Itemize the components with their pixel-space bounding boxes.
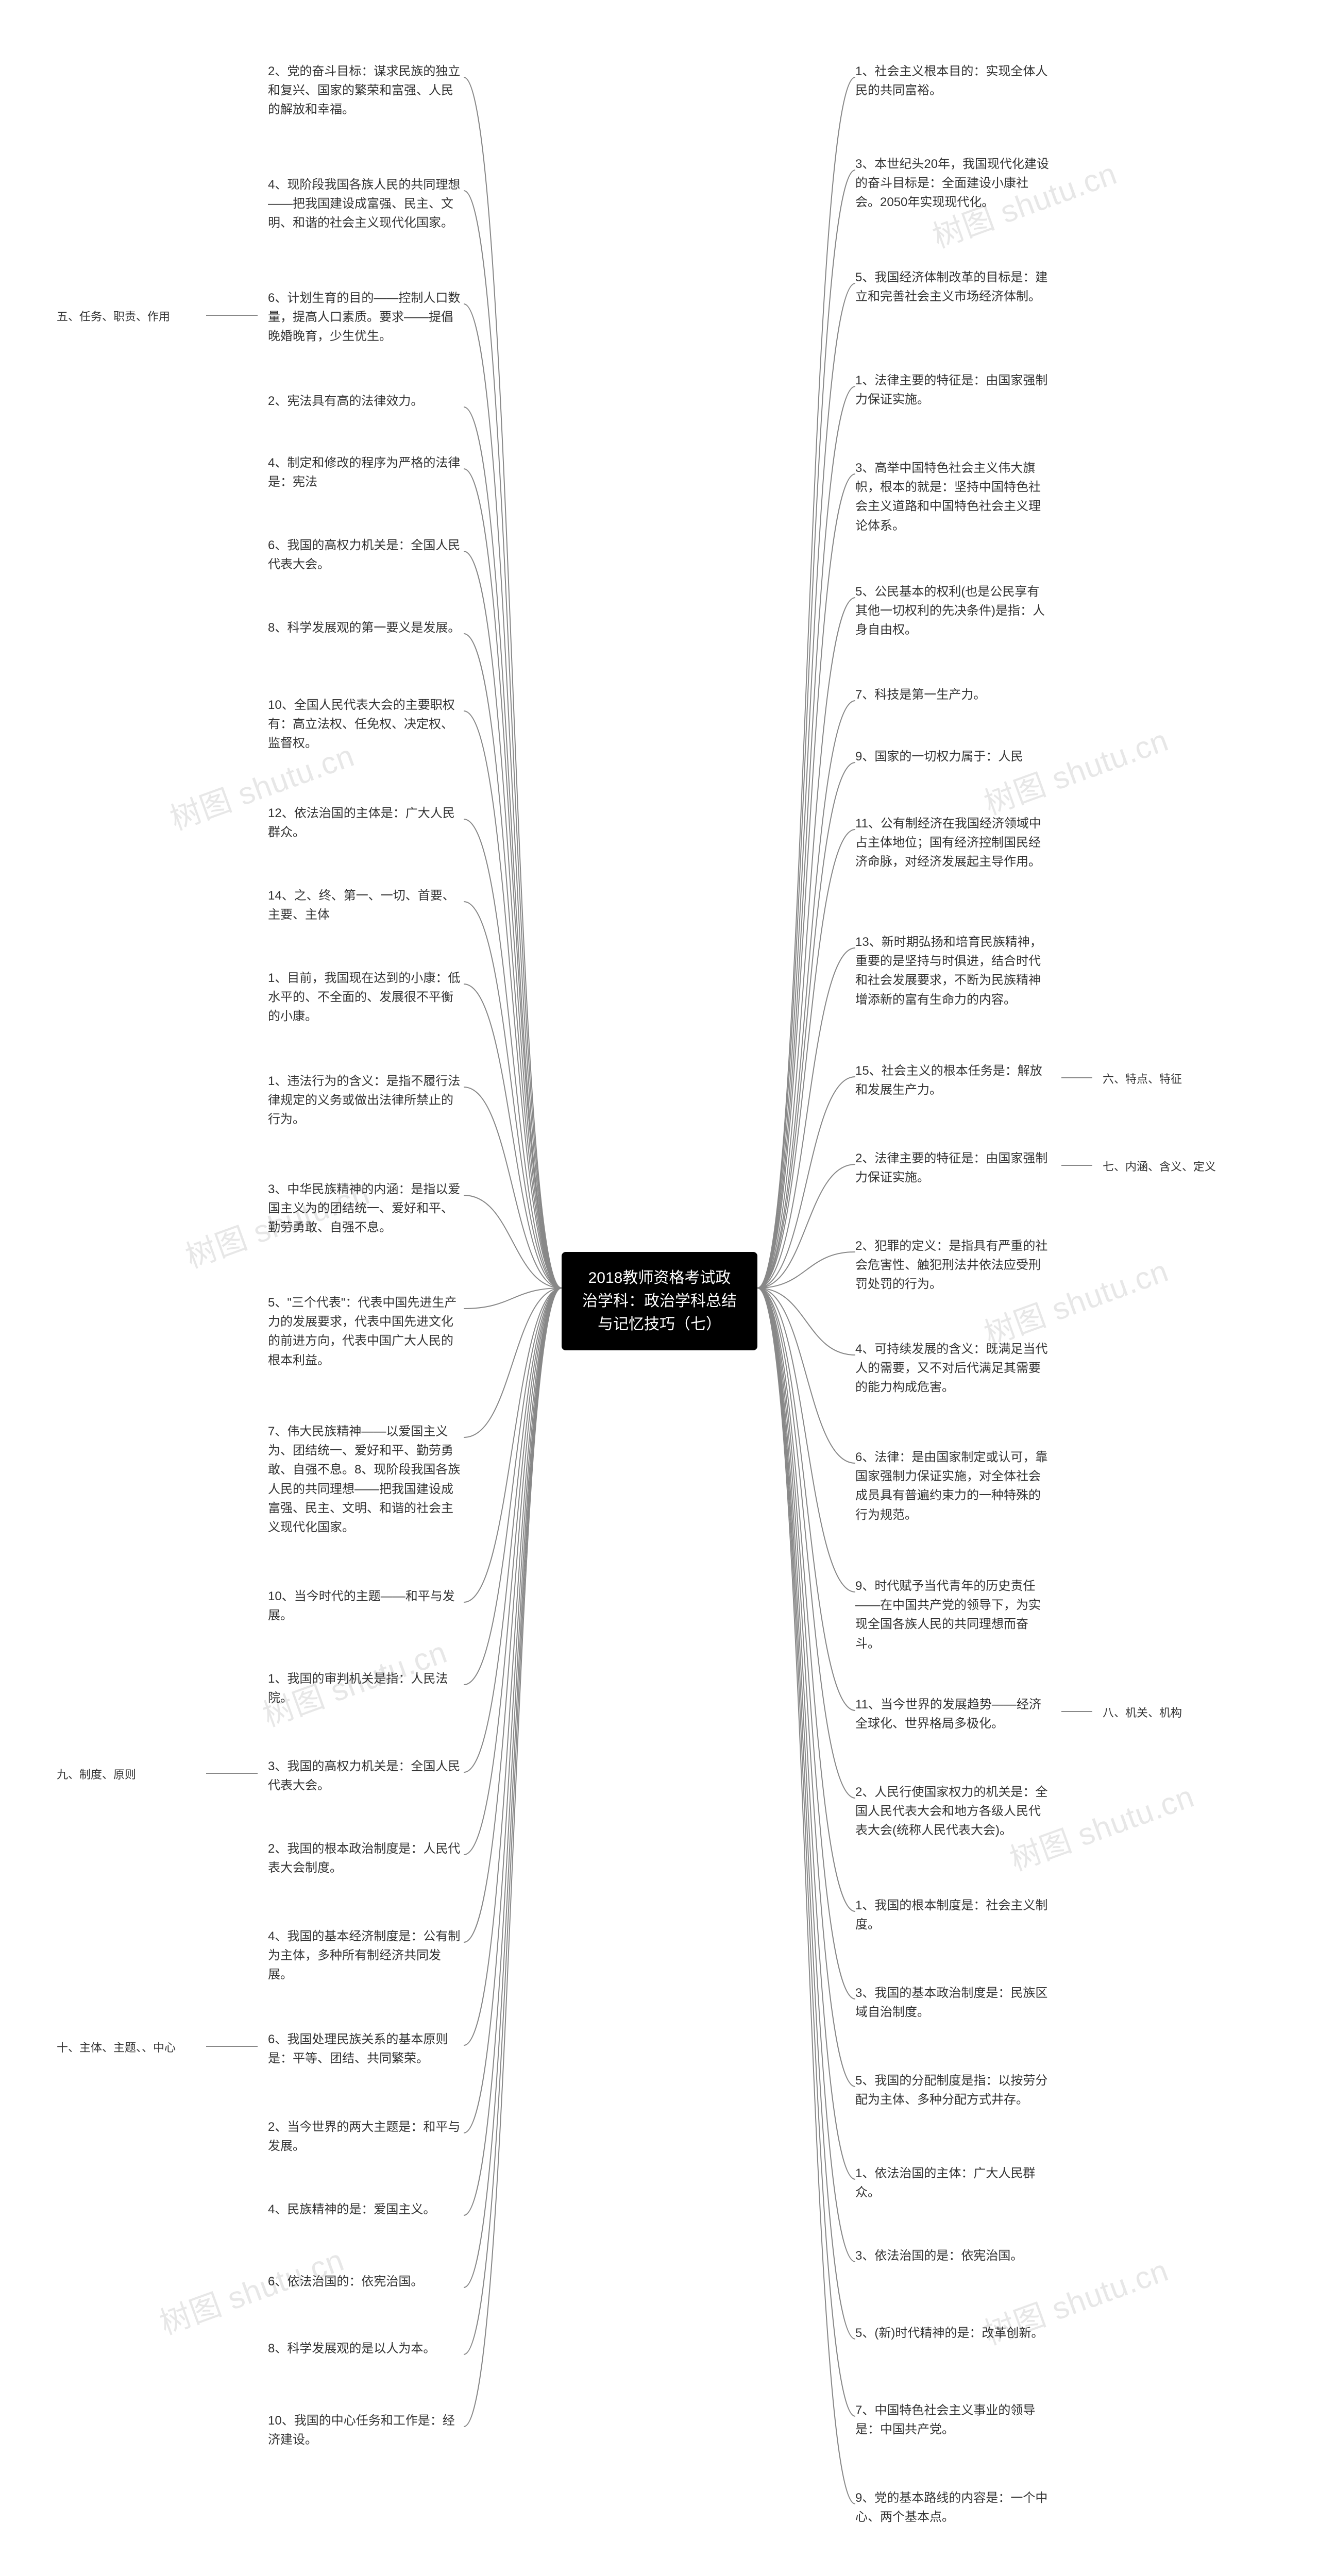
right-item: 2、犯罪的定义：是指具有严重的社会危害性、触犯刑法井依法应受刑罚处罚的行为。 — [855, 1236, 1051, 1294]
left-item: 1、违法行为的含义：是指不履行法律规定的义务或做出法律所禁止的行为。 — [268, 1072, 464, 1129]
right-item: 3、我国的基本政治制度是：民族区域自治制度。 — [855, 1984, 1051, 2022]
right-item: 5、公民基本的权利(也是公民享有其他一切权利的先决条件)是指：人身自由权。 — [855, 582, 1051, 640]
left-item: 4、制定和修改的程序为严格的法律是：宪法 — [268, 453, 464, 492]
left-category: 五、任务、职责、作用 — [57, 309, 170, 325]
left-item: 12、依法治国的主体是：广大人民群众。 — [268, 804, 464, 842]
left-item: 2、当今世界的两大主题是：和平与发展。 — [268, 2117, 464, 2156]
right-item: 1、依法治国的主体：广大人民群众。 — [855, 2164, 1051, 2202]
right-item: 1、我国的根本制度是：社会主义制度。 — [855, 1896, 1051, 1934]
left-category: 九、制度、原则 — [57, 1767, 136, 1783]
right-item: 9、党的基本路线的内容是：一个中心、两个基本点。 — [855, 2488, 1051, 2527]
left-item: 10、当今时代的主题——和平与发展。 — [268, 1587, 464, 1625]
left-item: 1、目前，我国现在达到的小康：低水平的、不全面的、发展很不平衡的小康。 — [268, 969, 464, 1026]
left-item: 3、我国的高权力机关是：全国人民代表大会。 — [268, 1757, 464, 1795]
right-item: 3、依法治国的是：依宪治国。 — [855, 2246, 1023, 2265]
center-node: 2018教师资格考试政治学科：政治学科总结与记忆技巧（七） — [562, 1252, 757, 1350]
left-item: 1、我国的审判机关是指：人民法院。 — [268, 1669, 464, 1707]
right-item: 3、本世纪头20年，我国现代化建设的奋斗目标是：全面建设小康社会。2050年实现… — [855, 155, 1051, 212]
right-category: 八、机关、机构 — [1103, 1705, 1182, 1721]
left-item: 2、宪法具有高的法律效力。 — [268, 392, 423, 411]
right-item: 7、科技是第一生产力。 — [855, 685, 986, 704]
left-item: 2、我国的根本政治制度是：人民代表大会制度。 — [268, 1839, 464, 1877]
right-item: 2、法律主要的特征是：由国家强制力保证实施。 — [855, 1149, 1051, 1187]
left-item: 6、我国处理民族关系的基本原则是：平等、团结、共同繁荣。 — [268, 2030, 464, 2068]
right-category: 七、内涵、含义、定义 — [1103, 1159, 1216, 1175]
left-item: 6、我国的高权力机关是：全国人民代表大会。 — [268, 536, 464, 574]
right-item: 15、社会主义的根本任务是：解放和发展生产力。 — [855, 1061, 1051, 1099]
right-category: 六、特点、特征 — [1103, 1072, 1182, 1088]
left-item: 3、中华民族精神的内涵：是指以爱国主义为的团结统一、爱好和平、勤劳勇敢、自强不息… — [268, 1180, 464, 1238]
left-item: 2、党的奋斗目标：谋求民族的独立和复兴、国家的繁荣和富强、人民的解放和幸福。 — [268, 62, 464, 120]
right-item: 11、当今世界的发展趋势——经济全球化、世界格局多极化。 — [855, 1695, 1051, 1733]
left-item: 5、"三个代表"：代表中国先进生产力的发展要求，代表中国先进文化的前进方向，代表… — [268, 1293, 464, 1370]
left-item: 10、我国的中心任务和工作是：经济建设。 — [268, 2411, 464, 2449]
right-item: 1、法律主要的特征是：由国家强制力保证实施。 — [855, 371, 1051, 409]
left-item: 4、民族精神的是：爱国主义。 — [268, 2200, 435, 2219]
right-item: 6、法律：是由国家制定或认可，靠国家强制力保证实施，对全体社会成员具有普遍约束力… — [855, 1448, 1051, 1524]
right-item: 2、人民行使国家权力的机关是：全国人民代表大会和地方各级人民代表大会(统称人民代… — [855, 1783, 1051, 1840]
mindmap-canvas: 2018教师资格考试政治学科：政治学科总结与记忆技巧（七） 2、党的奋斗目标：谋… — [0, 0, 1319, 2576]
right-item: 11、公有制经济在我国经济领域中占主体地位；国有经济控制国民经济命脉，对经济发展… — [855, 814, 1051, 872]
right-item: 9、时代赋予当代青年的历史责任——在中国共产党的领导下，为实现全国各族人民的共同… — [855, 1577, 1051, 1653]
right-item: 4、可持续发展的含义：既满足当代人的需要，又不对后代满足其需要的能力构成危害。 — [855, 1340, 1051, 1397]
left-item: 8、科学发展观的是以人为本。 — [268, 2339, 435, 2358]
right-item: 1、社会主义根本目的：实现全体人民的共同富裕。 — [855, 62, 1051, 100]
right-item: 5、我国的分配制度是指：以按劳分配为主体、多种分配方式井存。 — [855, 2071, 1051, 2109]
right-item: 5、我国经济体制改革的目标是：建立和完善社会主义市场经济体制。 — [855, 268, 1051, 306]
right-item: 5、(新)时代精神的是：改革创新。 — [855, 2324, 1043, 2343]
right-item: 3、高举中国特色社会主义伟大旗帜，根本的就是：坚持中国特色社会主义道路和中国特色… — [855, 459, 1051, 535]
left-category: 十、主体、主题、、中心 — [57, 2040, 176, 2056]
left-item: 8、科学发展观的第一要义是发展。 — [268, 618, 460, 637]
left-item: 6、计划生育的目的——控制人口数量，提高人口素质。要求——提倡晚婚晚育，少生优生… — [268, 289, 464, 346]
left-item: 10、全国人民代表大会的主要职权有：高立法权、任免权、决定权、监督权。 — [268, 696, 464, 753]
right-item: 13、新时期弘扬和培育民族精神，重要的是坚持与时俱进，结合时代和社会发展要求，不… — [855, 933, 1051, 1009]
left-item: 6、依法治国的：依宪治国。 — [268, 2272, 423, 2291]
left-item: 4、我国的基本经济制度是：公有制为主体，多种所有制经济共同发展。 — [268, 1927, 464, 1985]
left-item: 7、伟大民族精神——以爱国主义为、团结统一、爱好和平、勤劳勇敢、自强不息。8、现… — [268, 1422, 464, 1537]
left-item: 14、之、终、第一、一切、首要、主要、主体 — [268, 886, 464, 924]
right-item: 9、国家的一切权力属于：人民 — [855, 747, 1023, 766]
right-item: 7、中国特色社会主义事业的领导是：中国共产党。 — [855, 2401, 1051, 2439]
left-item: 4、现阶段我国各族人民的共同理想——把我国建设成富强、民主、文明、和谐的社会主义… — [268, 175, 464, 233]
